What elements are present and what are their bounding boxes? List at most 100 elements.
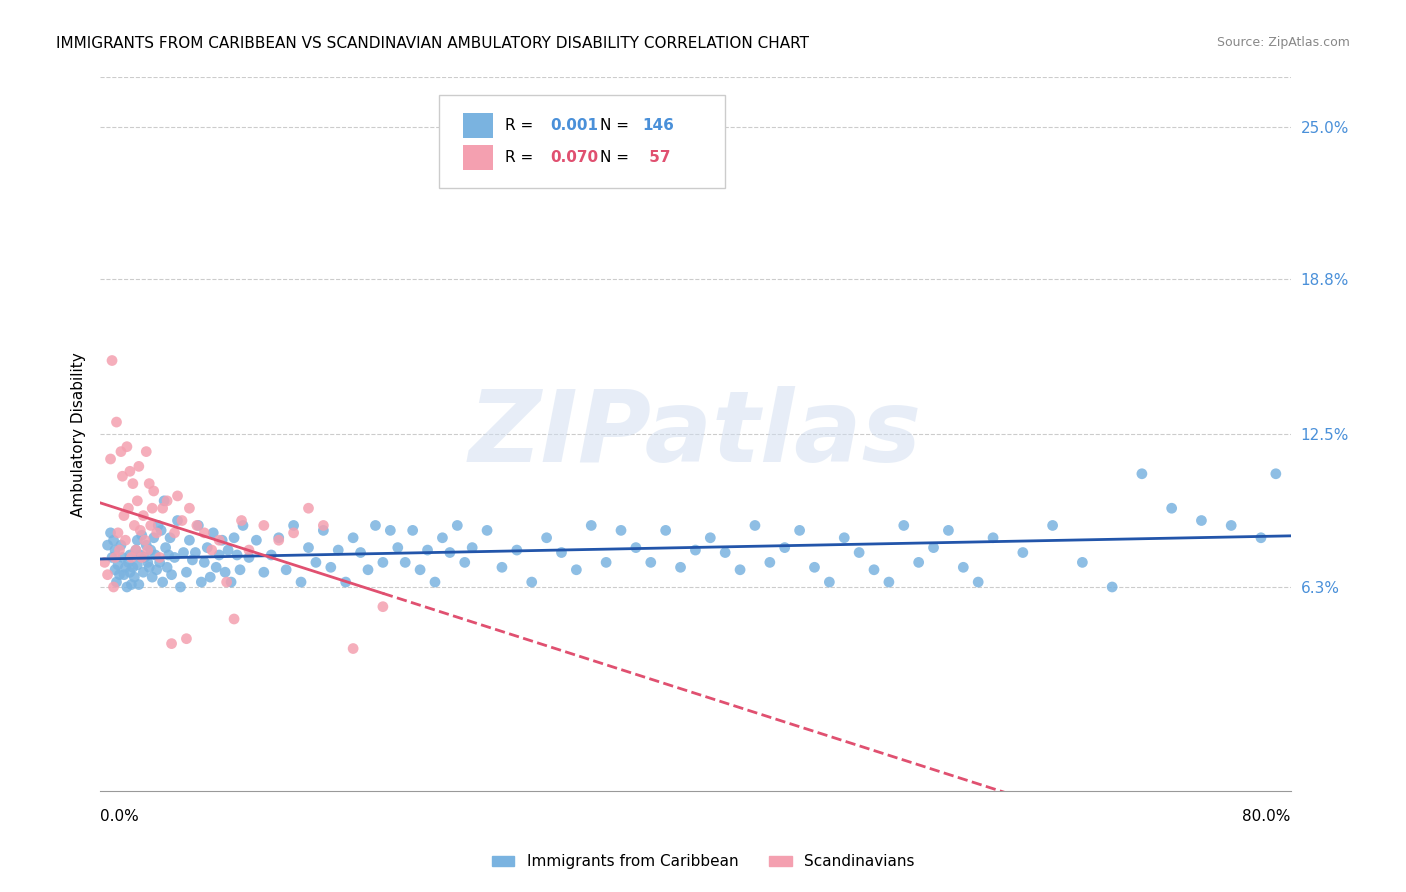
Point <box>520 575 543 590</box>
Point <box>1071 555 1094 569</box>
FancyBboxPatch shape <box>463 145 494 170</box>
Point <box>200 570 222 584</box>
Point <box>967 575 990 590</box>
Point <box>127 493 149 508</box>
Text: 57: 57 <box>644 150 671 165</box>
Point <box>342 531 364 545</box>
Point <box>832 531 855 545</box>
Point <box>226 548 249 562</box>
Point <box>195 541 218 555</box>
Point <box>253 566 276 580</box>
Point <box>142 531 165 545</box>
Point <box>773 541 796 555</box>
Point <box>409 563 432 577</box>
Point <box>401 524 423 538</box>
Point <box>136 555 159 569</box>
FancyBboxPatch shape <box>463 113 494 138</box>
Point <box>115 440 138 454</box>
Point <box>283 518 305 533</box>
Point <box>371 555 394 569</box>
Point <box>232 518 254 533</box>
Text: 146: 146 <box>643 118 673 133</box>
Point <box>214 566 236 580</box>
Point <box>122 476 145 491</box>
Point <box>624 541 647 555</box>
Point <box>312 524 335 538</box>
Text: IMMIGRANTS FROM CARIBBEAN VS SCANDINAVIAN AMBULATORY DISABILITY CORRELATION CHAR: IMMIGRANTS FROM CARIBBEAN VS SCANDINAVIA… <box>56 36 810 51</box>
Point <box>93 555 115 569</box>
Point <box>128 577 150 591</box>
Point <box>1250 531 1272 545</box>
Point <box>342 641 364 656</box>
Point <box>160 637 183 651</box>
Point <box>1042 518 1064 533</box>
Point <box>357 563 380 577</box>
Point <box>105 575 128 590</box>
Point <box>111 550 134 565</box>
Text: 0.001: 0.001 <box>550 118 598 133</box>
Point <box>135 538 157 552</box>
Point <box>156 560 179 574</box>
Point <box>312 518 335 533</box>
Point <box>818 575 841 590</box>
Point <box>146 518 169 533</box>
Point <box>114 533 136 548</box>
Point <box>152 575 174 590</box>
Point <box>1220 518 1243 533</box>
Point <box>108 543 131 558</box>
Point <box>150 524 173 538</box>
Point <box>759 555 782 569</box>
Point <box>170 514 193 528</box>
Point <box>550 545 572 559</box>
Point <box>506 543 529 558</box>
Point <box>446 518 468 533</box>
Point <box>163 525 186 540</box>
Point <box>107 558 129 572</box>
Point <box>131 550 153 565</box>
Point <box>134 550 156 565</box>
Point <box>111 469 134 483</box>
Point <box>432 531 454 545</box>
Point <box>380 524 402 538</box>
Point <box>595 555 617 569</box>
Point <box>283 525 305 540</box>
Point <box>136 543 159 558</box>
Point <box>145 563 167 577</box>
Point <box>640 555 662 569</box>
Point <box>108 567 131 582</box>
Point <box>193 555 215 569</box>
Point <box>253 518 276 533</box>
Point <box>803 560 825 574</box>
Point <box>1130 467 1153 481</box>
Point <box>143 548 166 562</box>
Point <box>120 577 142 591</box>
Point <box>118 566 141 580</box>
Point <box>952 560 974 574</box>
Point <box>319 560 342 574</box>
Point <box>208 548 231 562</box>
Point <box>112 567 135 582</box>
Point <box>202 525 225 540</box>
Point <box>848 545 870 559</box>
Point <box>981 531 1004 545</box>
Point <box>176 566 198 580</box>
Point <box>491 560 513 574</box>
Point <box>176 632 198 646</box>
Point <box>267 533 290 548</box>
Point <box>205 560 228 574</box>
Point <box>172 545 194 559</box>
Point <box>305 555 328 569</box>
Point <box>714 545 737 559</box>
Point <box>103 533 125 548</box>
Point <box>114 560 136 574</box>
Point <box>1264 467 1286 481</box>
Point <box>134 533 156 548</box>
Point <box>654 524 676 538</box>
Point <box>1191 514 1213 528</box>
Point <box>115 580 138 594</box>
Point <box>297 541 319 555</box>
Point <box>120 550 142 565</box>
Point <box>267 531 290 545</box>
Point <box>181 553 204 567</box>
Point <box>789 524 811 538</box>
